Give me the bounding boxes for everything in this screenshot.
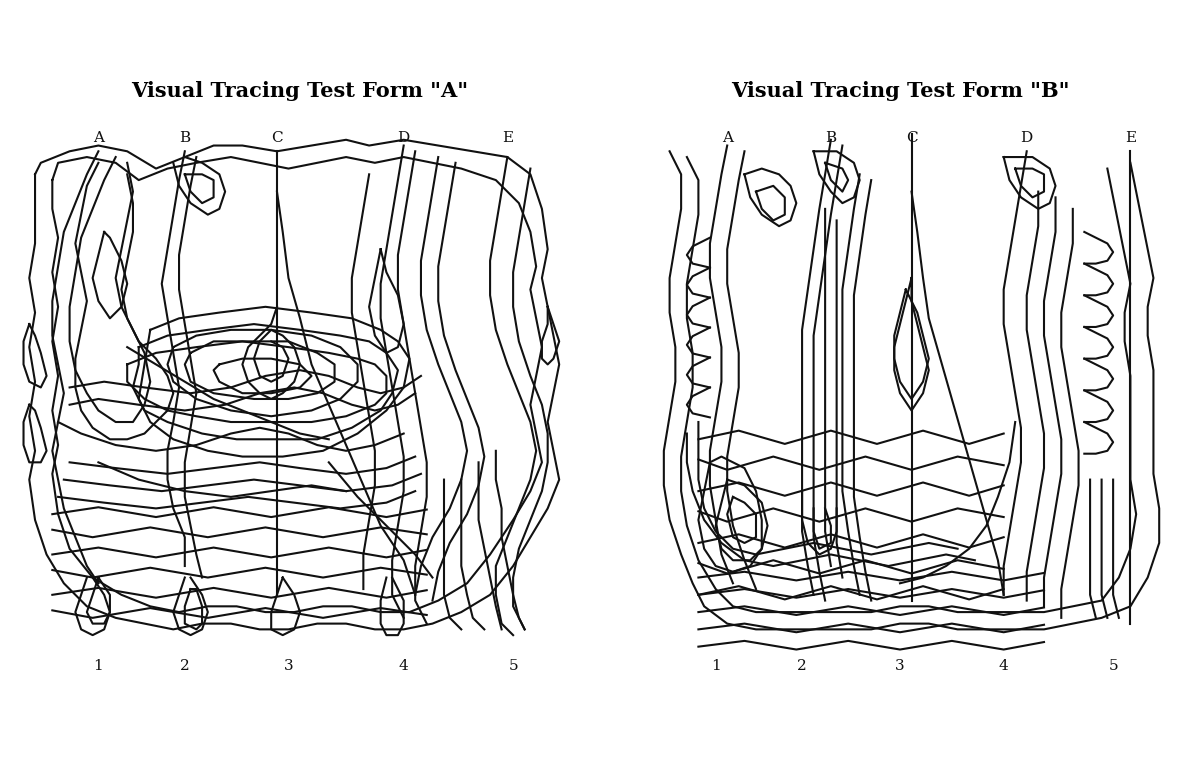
Text: A: A [92,131,104,145]
Text: 2: 2 [797,658,806,672]
Text: 1: 1 [710,658,720,672]
Text: D: D [1020,131,1033,145]
Text: D: D [397,131,410,145]
Text: 2: 2 [180,658,190,672]
Text: 1: 1 [94,658,103,672]
Text: C: C [906,131,917,145]
Title: Visual Tracing Test Form "B": Visual Tracing Test Form "B" [731,81,1069,101]
Title: Visual Tracing Test Form "A": Visual Tracing Test Form "A" [132,81,468,101]
Text: B: B [179,131,191,145]
Text: 3: 3 [895,658,905,672]
Text: 4: 4 [998,658,1008,672]
Text: C: C [271,131,283,145]
Text: 5: 5 [509,658,518,672]
Text: 4: 4 [398,658,408,672]
Text: 5: 5 [1109,658,1118,672]
Text: A: A [721,131,733,145]
Text: E: E [1124,131,1136,145]
Text: E: E [502,131,512,145]
Text: 3: 3 [283,658,293,672]
Text: B: B [826,131,836,145]
